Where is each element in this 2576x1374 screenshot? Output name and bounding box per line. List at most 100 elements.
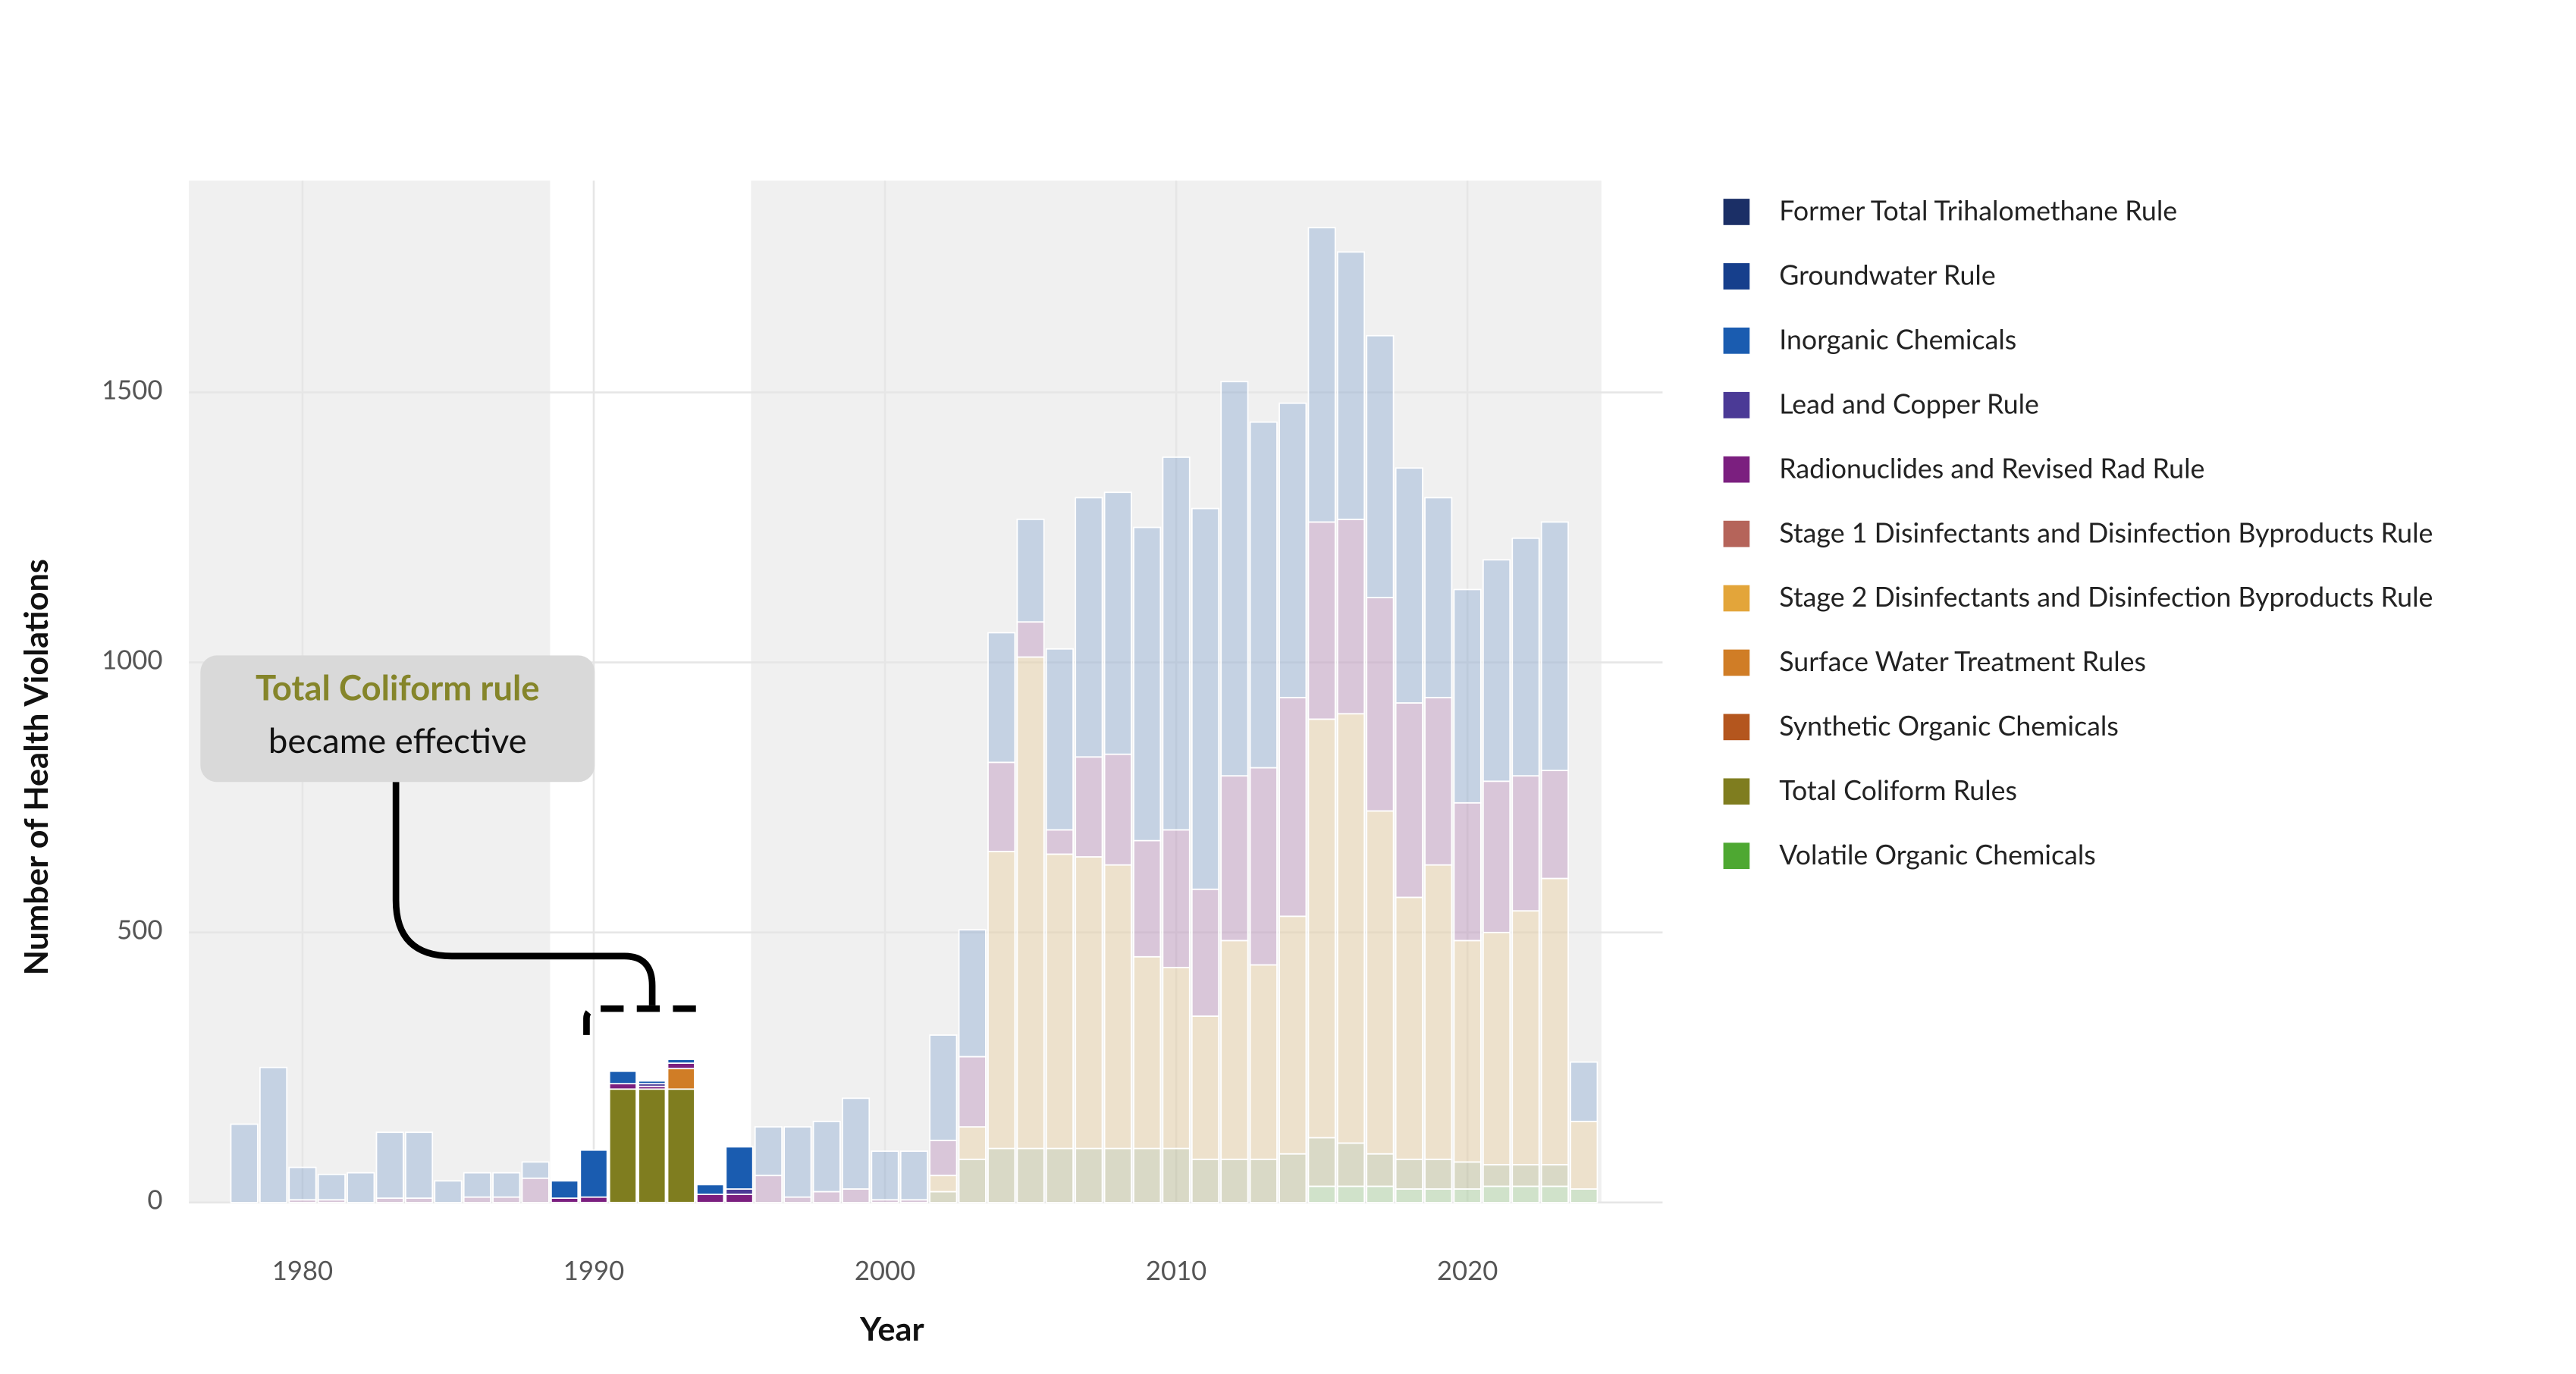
legend-label: Total Coliform Rules [1779, 773, 2017, 806]
bar-segment [958, 1056, 987, 1128]
bar-segment [1307, 1137, 1336, 1187]
legend-swatch [1723, 842, 1750, 870]
bar-segment [1307, 1185, 1336, 1203]
bar-segment [899, 1150, 928, 1201]
bar-segment [1483, 1185, 1511, 1203]
bar-segment [259, 1066, 288, 1203]
bar-segment [754, 1126, 783, 1177]
bar-segment [608, 1070, 637, 1085]
bar-segment [1483, 931, 1511, 1165]
bar-segment [1366, 334, 1395, 599]
y-tick-label: 1500 [102, 374, 162, 405]
bar-segment [405, 1131, 434, 1199]
bar-segment [754, 1175, 783, 1203]
bar-segment [1191, 888, 1220, 1017]
bar-segment [1366, 810, 1395, 1155]
bar-segment [1395, 896, 1423, 1160]
legend: Former Total Trihalomethane Rule Groundwa… [1723, 194, 2433, 871]
bar-segment [1220, 1158, 1249, 1203]
bar-segment [1511, 537, 1540, 777]
bar-segment [579, 1196, 608, 1203]
bar-segment [1133, 1147, 1162, 1203]
legend-swatch [1723, 199, 1750, 225]
annotation-arrow [392, 782, 656, 1005]
x-tick-label: 1990 [563, 1255, 624, 1286]
bar-segment [492, 1196, 521, 1203]
legend-label: Volatile Organic Chemicals [1779, 838, 2095, 871]
bar-segment [288, 1166, 317, 1201]
bar-segment [1453, 588, 1482, 804]
bar-segment [725, 1194, 754, 1203]
bar-segment [1162, 967, 1191, 1150]
bar-segment [929, 1140, 958, 1177]
bar-segment [1570, 1188, 1599, 1203]
bar-segment [317, 1173, 346, 1201]
bar-segment [1133, 839, 1162, 958]
bar-segment [1279, 915, 1307, 1155]
bar-segment [1540, 770, 1569, 880]
bar-segment [958, 1126, 987, 1160]
x-tick-label: 2000 [855, 1255, 915, 1286]
bar-segment [987, 761, 1016, 852]
bar-segment [1249, 767, 1278, 966]
bar-segment [929, 1034, 958, 1141]
legend-label: Groundwater Rule [1779, 259, 1995, 291]
bar-segment [667, 1062, 695, 1070]
bar-segment [579, 1149, 608, 1198]
bar-segment [1570, 1061, 1599, 1122]
bar-segment [1570, 1121, 1599, 1190]
annotation-bracket [583, 1005, 702, 1035]
bar-segment [1103, 753, 1132, 866]
bar-segment [725, 1146, 754, 1190]
bar-segment [1366, 597, 1395, 812]
bar-segment [1016, 1147, 1045, 1203]
annotation-title: Total Coliform rule [256, 667, 540, 708]
bar-segment [230, 1123, 259, 1203]
bar-segment [1103, 491, 1132, 755]
bar-segment [1453, 940, 1482, 1163]
bar-segment [638, 1088, 667, 1203]
bar-segment [1511, 1164, 1540, 1187]
bar-segment [347, 1172, 375, 1203]
bar-segment [1511, 1185, 1540, 1203]
bar-segment [1220, 940, 1249, 1160]
legend-swatch [1723, 391, 1750, 419]
bar-segment [1336, 519, 1366, 715]
bar-segment [1483, 559, 1511, 783]
axes: 0 500 1000 1500 1980 1990 2000 2010 2020 [102, 374, 1498, 1285]
bar-segment [1336, 1142, 1366, 1187]
legend-swatch [1723, 714, 1750, 741]
bar-segment [1511, 775, 1540, 912]
bar-segment [696, 1184, 725, 1196]
bar-segment [1191, 1158, 1220, 1203]
bars [230, 227, 1599, 1203]
bar-segment [1540, 877, 1569, 1165]
bar-segment [1220, 775, 1249, 942]
bar-segment [1279, 697, 1307, 918]
bar-segment [1103, 864, 1132, 1150]
bar-segment [1016, 519, 1045, 623]
bar-segment [608, 1083, 637, 1090]
bar-segment [783, 1126, 812, 1198]
legend-label: Radionuclides and Revised Rad Rule [1779, 451, 2204, 484]
bar-segment [1307, 227, 1336, 523]
legend-label: Stage 1 Disinfectants and Disinfection B… [1779, 516, 2433, 548]
x-tick-label: 2020 [1437, 1255, 1498, 1286]
bar-segment [1075, 856, 1103, 1150]
legend-swatch [1723, 585, 1750, 612]
bar-segment [492, 1172, 521, 1198]
bar-segment [696, 1194, 725, 1203]
legend-swatch [1723, 778, 1750, 805]
bar-segment [1162, 1147, 1191, 1203]
bar-segment [1045, 829, 1074, 855]
annotation-text: became effective [268, 719, 527, 761]
bar-segment [1016, 656, 1045, 1150]
bar-segment [1540, 1185, 1569, 1203]
bar-segment [812, 1121, 841, 1193]
bar-segment [1540, 1164, 1569, 1187]
bar-segment [1424, 697, 1453, 866]
bar-segment [375, 1131, 404, 1199]
bar-segment [608, 1088, 637, 1203]
bar-segment [1162, 456, 1191, 831]
bar-segment [463, 1172, 491, 1198]
